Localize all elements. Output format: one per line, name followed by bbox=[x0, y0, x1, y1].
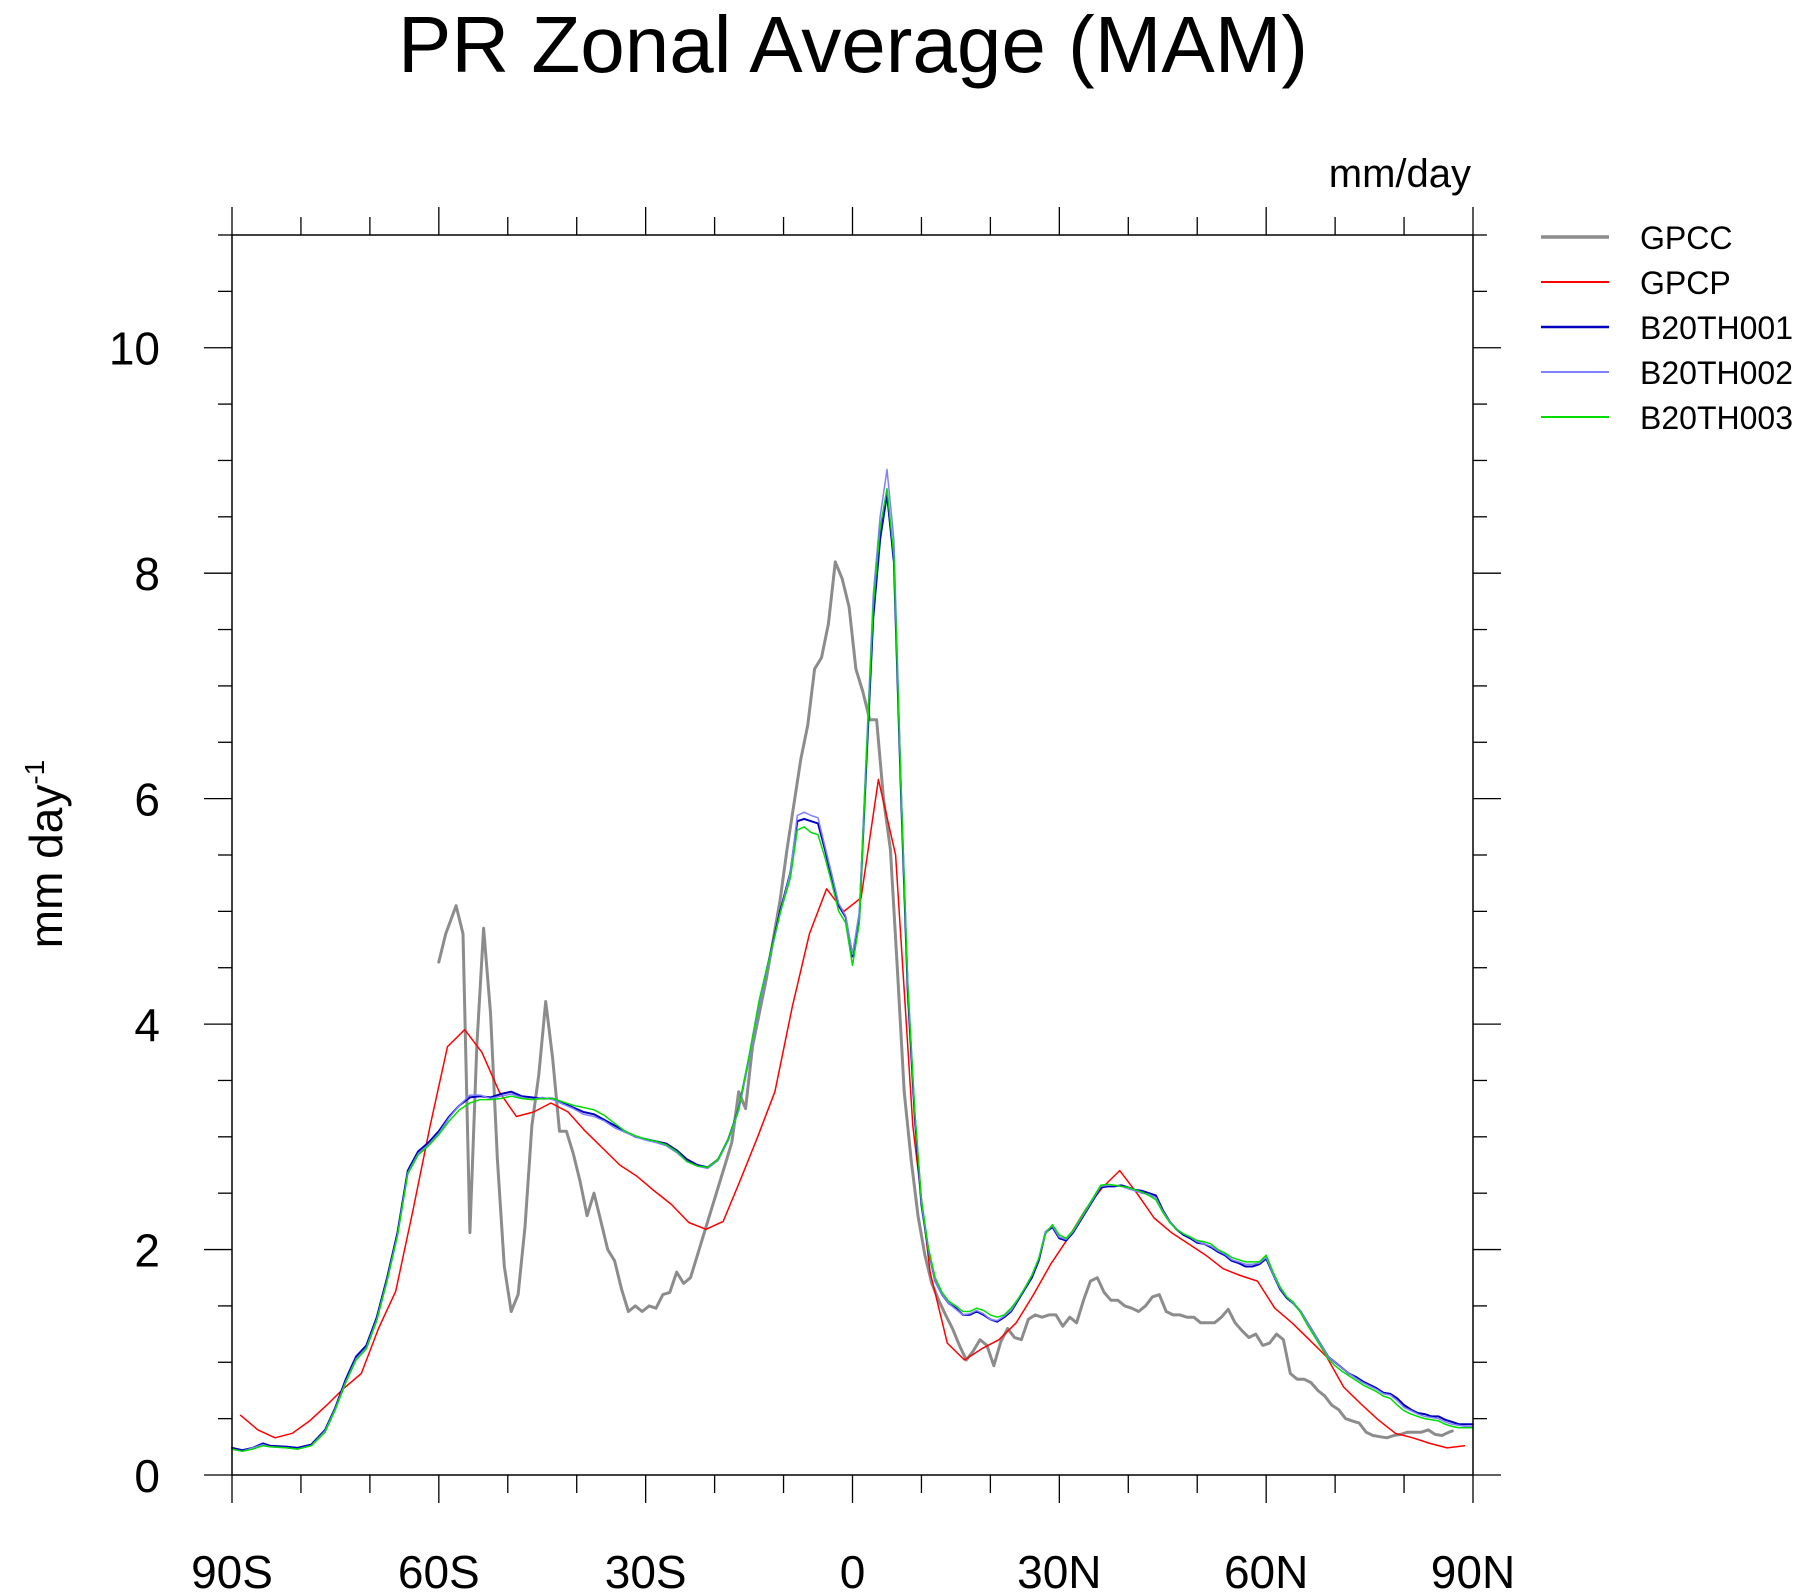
legend: GPCC GPCP B20TH001 B20TH002 B20TH003 bbox=[1541, 220, 1793, 436]
x-tick-label: 90N bbox=[1431, 1546, 1515, 1595]
y-axis-label-text: mm day bbox=[20, 785, 72, 949]
y-tick-label: 8 bbox=[134, 548, 160, 600]
legend-label: B20TH002 bbox=[1640, 355, 1793, 391]
axis-ticks: 90S 60S 30S 0 30N 60N 90N 0 2 4 6 8 10 bbox=[109, 207, 1515, 1595]
y-tick-label: 10 bbox=[109, 323, 160, 375]
y-axis-label-superscript: -1 bbox=[19, 760, 50, 785]
legend-label: GPCP bbox=[1640, 265, 1731, 301]
legend-label: B20TH001 bbox=[1640, 310, 1793, 346]
legend-label: B20TH003 bbox=[1640, 400, 1793, 436]
chart-title: PR Zonal Average (MAM) bbox=[398, 0, 1308, 89]
series-lines bbox=[231, 468, 1474, 1453]
x-tick-label: 60S bbox=[398, 1546, 480, 1595]
y-tick-label: 6 bbox=[134, 774, 160, 826]
series-line-gpcp bbox=[239, 778, 1466, 1449]
plot-frame bbox=[231, 234, 1474, 1476]
y-tick-label: 0 bbox=[134, 1450, 160, 1502]
y-axis-label: mm day-1 bbox=[19, 760, 72, 949]
x-tick-label: 30N bbox=[1017, 1546, 1101, 1595]
x-tick-label: 30S bbox=[605, 1546, 687, 1595]
x-tick-label: 0 bbox=[840, 1546, 866, 1595]
x-tick-label: 90S bbox=[191, 1546, 273, 1595]
series-line-b20th003 bbox=[231, 487, 1474, 1453]
x-tick-label: 60N bbox=[1224, 1546, 1308, 1595]
y-tick-label: 2 bbox=[134, 1225, 160, 1277]
series-line-gpcc bbox=[437, 560, 1454, 1440]
legend-label: GPCC bbox=[1640, 220, 1732, 256]
series-line-b20th002 bbox=[231, 468, 1474, 1453]
units-label: mm/day bbox=[1329, 152, 1471, 196]
y-tick-label: 4 bbox=[134, 999, 160, 1051]
